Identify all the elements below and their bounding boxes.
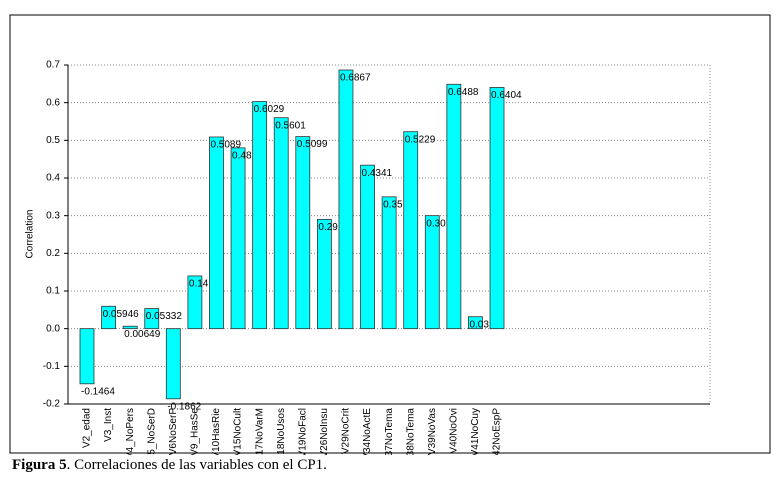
value-label: 0.5099 [297, 139, 328, 150]
bar [209, 136, 224, 330]
bar [446, 83, 462, 330]
bar [165, 328, 181, 400]
x-tick-label: V15NoCult [233, 408, 244, 455]
x-tick-label: V4_NoPers [125, 408, 136, 455]
bar [79, 328, 95, 385]
y-tick-label: 0.4 [46, 173, 60, 184]
chart-frame [9, 14, 771, 454]
value-label: 0.14 [189, 279, 209, 290]
value-label: 0.6488 [448, 87, 479, 98]
value-label: 0.4341 [362, 168, 393, 179]
x-tick-label: V3_Inst [103, 408, 114, 442]
caption: Figura 5. Correlaciones de las variables… [12, 457, 327, 474]
y-tick-label: -0.2 [43, 399, 61, 410]
value-label: 0.00649 [124, 329, 161, 340]
y-tick-label: 0.0 [46, 323, 60, 334]
y-tick-label: 0.2 [46, 248, 60, 259]
y-tick-label: 0.3 [46, 210, 60, 221]
value-label: 0.6029 [254, 104, 285, 115]
y-tick-label: 0.6 [46, 97, 60, 108]
x-tick-label: V18NoUsos [276, 408, 287, 455]
x-tick-label: V2_edad [82, 408, 93, 448]
bar [295, 136, 311, 330]
value-label: 0.48 [232, 151, 252, 162]
caption-label: Figura 5 [12, 457, 67, 473]
value-label: 0.30 [426, 218, 446, 229]
value-label: 0.5229 [405, 134, 436, 145]
y-tick-label: 0.5 [46, 135, 60, 146]
value-label: 0.29 [318, 222, 338, 233]
x-tick-label: V37NoTema [384, 408, 395, 455]
value-label: -0.1862 [167, 401, 201, 412]
x-tick-label: V34NoActE [362, 408, 373, 455]
y-tick-label: 0.7 [46, 60, 60, 71]
bar [144, 308, 160, 330]
x-tick-label: V39NoVas [427, 408, 438, 455]
bar [338, 69, 354, 330]
x-tick-label: V42NoEspP [492, 408, 503, 455]
value-label: 0.5089 [210, 140, 241, 151]
value-label: -0.1464 [81, 386, 115, 397]
x-tick-label: V10HasRie [211, 408, 222, 455]
bar [403, 131, 419, 330]
y-tick-label: -0.1 [43, 361, 61, 372]
bar [316, 219, 332, 330]
chart: Correlation -0.2 -0.1 0.0 0.1 0.2 0.3 0.4 0.5 0.… [9, 14, 771, 463]
bar [252, 101, 268, 330]
bar [360, 164, 375, 330]
bar [381, 196, 397, 330]
y-axis-label: Correlation [25, 210, 36, 259]
x-tick-label: V29NoCrit [341, 408, 352, 454]
value-label: 0.35 [383, 199, 403, 210]
bar [468, 316, 483, 330]
value-label: 0.05332 [146, 311, 183, 322]
x-tick-label: V5_NoSerD [146, 408, 157, 455]
x-tick-label: V6NoSerP [168, 408, 179, 455]
x-tick-label: V40NoOvi [449, 408, 460, 454]
bar [230, 147, 246, 330]
value-label: 0.6404 [491, 90, 522, 101]
x-tick-label: V26NoInsu [319, 408, 330, 455]
x-tick-label: V19NoFacl [297, 408, 308, 455]
value-label: 0.6867 [340, 73, 371, 84]
bar [122, 325, 138, 330]
x-tick-label: V41NoCuy [470, 408, 481, 455]
bar [489, 87, 505, 330]
caption-text: . Correlaciones de las variables con el … [66, 457, 327, 473]
x-tick-label: V9_HasSe [190, 408, 201, 455]
x-tick-label: V17NoVarM [254, 408, 265, 455]
bar [424, 215, 440, 330]
value-label: 0.05946 [103, 309, 140, 320]
x-tick-label: V38NoTema [405, 408, 416, 455]
value-label: 0.5601 [275, 120, 306, 131]
value-label: 0.0318 [469, 319, 500, 330]
bar [101, 305, 116, 330]
bar [187, 275, 203, 330]
y-tick-label: 0.1 [46, 286, 60, 297]
bar [273, 117, 289, 330]
